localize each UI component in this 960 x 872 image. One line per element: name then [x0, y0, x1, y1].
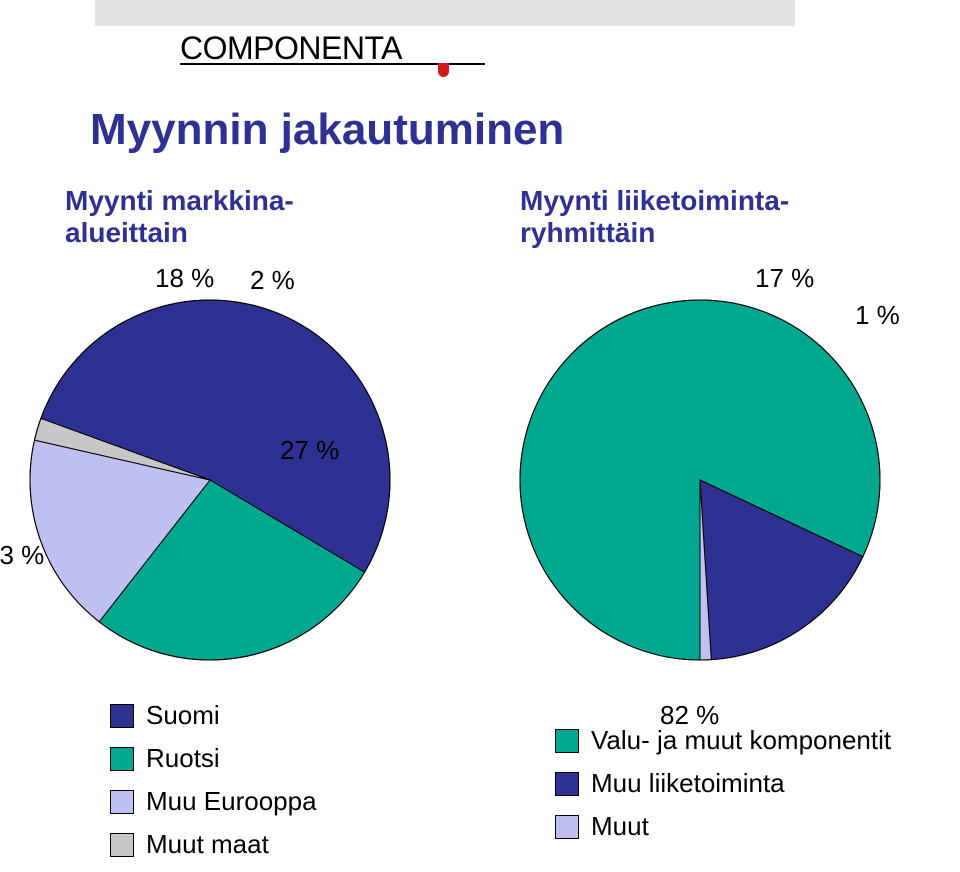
legend-swatch	[110, 833, 134, 857]
right-chart-title-text: Myynti liiketoiminta-ryhmittäin	[520, 185, 789, 248]
legend-swatch	[555, 729, 579, 753]
legend-item: Muu liiketoiminta	[555, 768, 891, 799]
brand-logo-shield-icon	[438, 63, 449, 77]
pct-label-18: 18 %	[155, 263, 214, 294]
right-legend: Valu- ja muut komponentit Muu liiketoimin…	[555, 725, 891, 854]
legend-swatch	[110, 790, 134, 814]
right-chart-title: Myynti liiketoiminta-ryhmittäin	[520, 185, 789, 249]
legend-swatch	[110, 747, 134, 771]
brand-logo: COMPONENTA	[180, 30, 402, 67]
legend-label: Suomi	[146, 700, 220, 731]
pct-label-17: 17 %	[755, 263, 814, 294]
legend-label: Muut maat	[146, 829, 269, 860]
decorative-top-bar	[95, 0, 795, 26]
legend-label: Ruotsi	[146, 743, 220, 774]
legend-item: Muut	[555, 811, 891, 842]
slide-title: Myynnin jakautuminen	[90, 105, 564, 155]
legend-item: Ruotsi	[110, 743, 317, 774]
left-chart-title-text: Myynti markkina-alueittain	[65, 185, 294, 248]
pie-slice	[30, 440, 210, 622]
pct-label-2: 2 %	[250, 265, 295, 296]
legend-label: Muu liiketoiminta	[591, 768, 785, 799]
pct-label-27: 27 %	[280, 435, 339, 466]
pie-slice	[700, 480, 711, 660]
legend-swatch	[110, 704, 134, 728]
brand-text: COMPONENTA	[180, 30, 402, 66]
legend-item: Muu Eurooppa	[110, 786, 317, 817]
legend-swatch	[555, 815, 579, 839]
pct-label-53: 53 %	[0, 540, 44, 571]
pie-slice	[99, 480, 364, 660]
legend-item: Muut maat	[110, 829, 317, 860]
legend-item: Valu- ja muut komponentit	[555, 725, 891, 756]
pie-slice	[700, 480, 863, 660]
pie-slice	[34, 418, 210, 480]
pie-slice	[520, 300, 880, 660]
legend-item: Suomi	[110, 700, 317, 731]
legend-swatch	[555, 772, 579, 796]
legend-label: Muut	[591, 811, 649, 842]
legend-label: Valu- ja muut komponentit	[591, 725, 891, 756]
left-chart-title: Myynti markkina-alueittain	[65, 185, 294, 249]
legend-label: Muu Eurooppa	[146, 786, 317, 817]
pct-label-1: 1 %	[855, 300, 900, 331]
left-legend: Suomi Ruotsi Muu Eurooppa Muut maat	[110, 700, 317, 872]
